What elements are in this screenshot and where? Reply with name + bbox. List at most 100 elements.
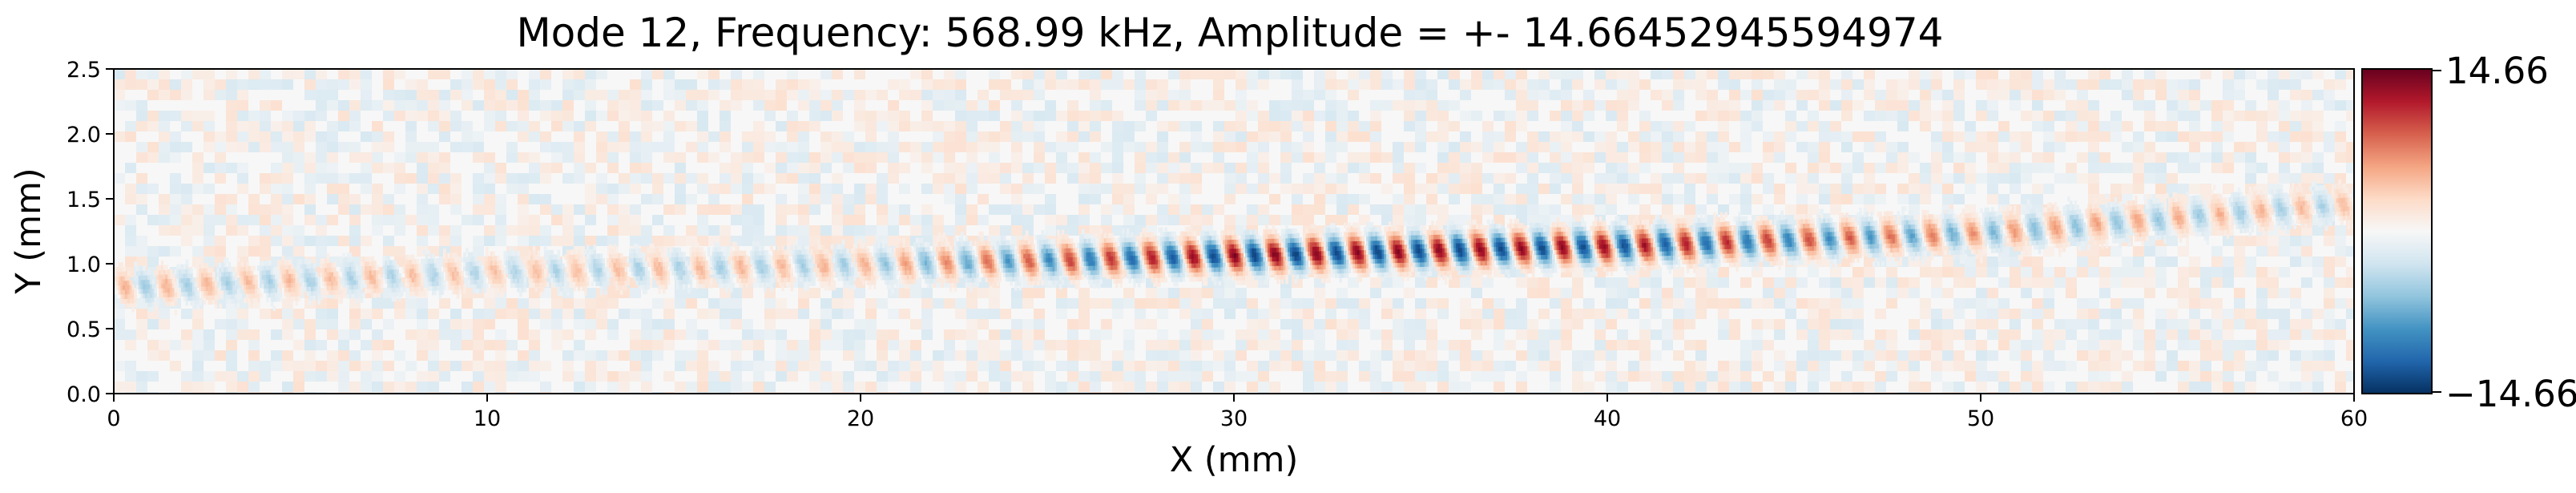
wave-cell (266, 269, 269, 275)
noise-cell (1718, 79, 1729, 90)
noise-cell (899, 361, 910, 371)
noise-cell (1370, 131, 1381, 142)
noise-cell (652, 173, 663, 184)
noise-cell (574, 131, 585, 142)
noise-cell (1538, 204, 1550, 215)
wave-cell (127, 302, 131, 309)
noise-cell (1236, 329, 1247, 340)
wave-cell (127, 289, 131, 295)
noise-cell (237, 246, 248, 257)
noise-cell (282, 350, 293, 361)
wave-cell (270, 292, 274, 298)
noise-cell (2110, 131, 2122, 142)
wave-cell (232, 285, 236, 290)
noise-cell (271, 329, 282, 340)
noise-cell (1325, 184, 1336, 194)
noise-cell (562, 204, 574, 215)
wave-cell (185, 296, 189, 301)
noise-cell (394, 309, 405, 319)
noise-cell (1505, 90, 1516, 100)
noise-cell (1617, 382, 1628, 392)
noise-cell (619, 309, 630, 319)
noise-cell (944, 163, 955, 173)
noise-cell (1437, 173, 1449, 184)
noise-cell (484, 69, 495, 79)
noise-cell (585, 121, 596, 131)
noise-cell (394, 163, 405, 173)
wave-cell (205, 294, 209, 301)
wave-cell (120, 289, 123, 295)
wave-cell (288, 291, 292, 297)
wave-cell (180, 291, 184, 297)
noise-cell (1370, 382, 1381, 392)
noise-cell (2133, 361, 2144, 371)
noise-cell (2312, 111, 2324, 121)
noise-cell (361, 340, 372, 350)
noise-cell (1651, 152, 1662, 163)
noise-cell (1213, 100, 1224, 111)
noise-cell (1617, 79, 1628, 90)
noise-cell (2122, 69, 2133, 79)
wave-cell (183, 282, 187, 288)
noise-cell (2200, 69, 2211, 79)
wave-cell (205, 285, 209, 292)
noise-cell (1864, 257, 1875, 267)
noise-cell (697, 204, 708, 215)
noise-cell (944, 90, 955, 100)
noise-cell (551, 236, 562, 246)
noise-cell (798, 90, 809, 100)
noise-cell (1449, 340, 1460, 350)
noise-cell (809, 350, 820, 361)
noise-cell (1617, 100, 1628, 111)
wave-cell (234, 266, 238, 272)
noise-cell (1078, 371, 1090, 382)
noise-cell (473, 152, 484, 163)
noise-cell (1673, 163, 1684, 173)
noise-cell (708, 361, 720, 371)
noise-cell (2021, 350, 2032, 361)
noise-cell (417, 111, 428, 121)
noise-cell (1752, 111, 1763, 121)
noise-cell (2324, 79, 2335, 90)
noise-cell (854, 340, 865, 350)
wave-cell (221, 285, 224, 291)
noise-cell (540, 142, 551, 152)
noise-cell (316, 100, 327, 111)
noise-cell (742, 184, 753, 194)
noise-cell (1236, 69, 1247, 79)
noise-cell (1135, 382, 1146, 392)
noise-cell (1269, 194, 1280, 204)
noise-cell (1067, 111, 1078, 121)
noise-cell (1606, 69, 1617, 79)
noise-cell (1808, 371, 1819, 382)
noise-cell (2178, 90, 2189, 100)
noise-cell (383, 142, 394, 152)
noise-cell (226, 309, 237, 319)
noise-cell (417, 319, 428, 329)
noise-cell (473, 173, 484, 184)
noise-cell (1494, 298, 1505, 309)
noise-cell (237, 163, 248, 173)
noise-cell (304, 350, 316, 361)
noise-cell (731, 309, 742, 319)
noise-cell (1953, 350, 1965, 361)
wave-cell (185, 273, 189, 279)
noise-cell (1359, 152, 1370, 163)
wave-cell (219, 267, 223, 273)
noise-cell (1078, 288, 1090, 298)
wave-cell (187, 281, 191, 288)
noise-cell (652, 298, 663, 309)
noise-cell (1011, 215, 1022, 225)
noise-cell (1258, 152, 1269, 163)
noise-cell (899, 142, 910, 152)
noise-cell (215, 152, 226, 163)
noise-cell (316, 142, 327, 152)
noise-cell (574, 350, 585, 361)
wave-cell (266, 297, 269, 302)
noise-cell (2021, 382, 2032, 392)
noise-cell (1819, 142, 1830, 152)
noise-cell (495, 204, 506, 215)
noise-cell (1920, 350, 1931, 361)
noise-cell (1561, 90, 1572, 100)
noise-cell (1460, 350, 1471, 361)
